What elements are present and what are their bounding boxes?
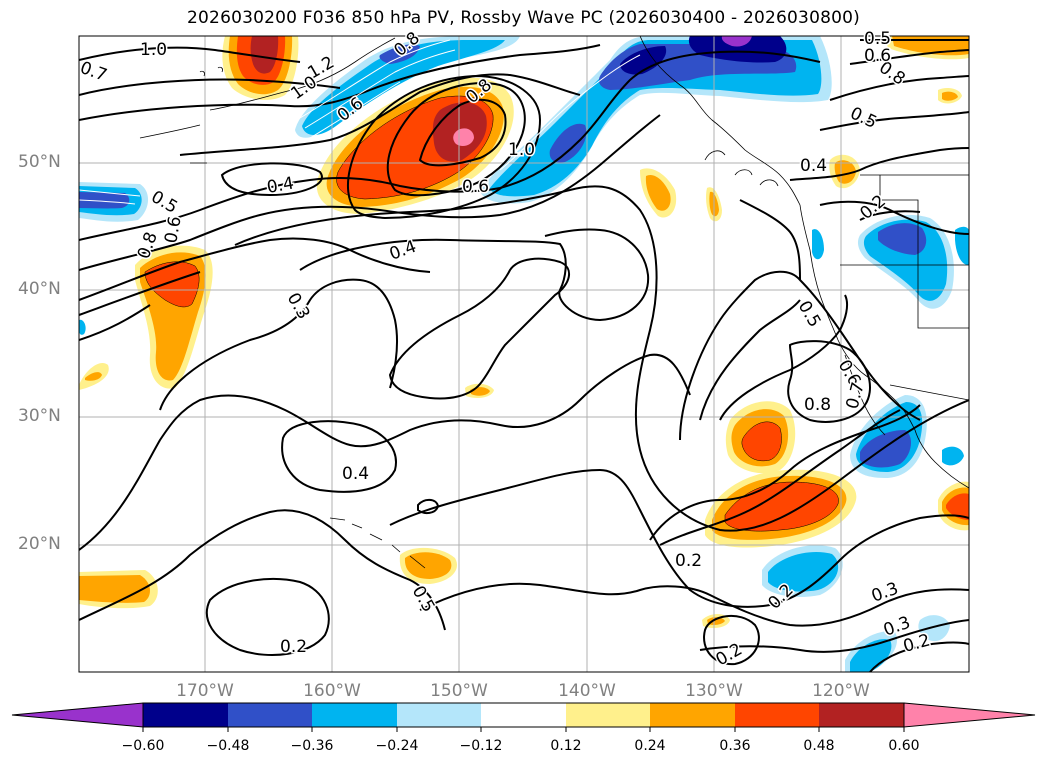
colorbar-seg-1	[143, 703, 228, 727]
colorbar-extend-low	[11, 702, 144, 728]
contour-label: 0.2	[713, 639, 746, 670]
colorbar-seg-7	[650, 703, 735, 727]
contour-label: 0.7	[77, 58, 109, 86]
contour-label: 1.0	[508, 140, 535, 160]
lon-label-160w: 160°W	[303, 681, 361, 701]
colorbar-tick-label: −0.36	[290, 738, 334, 754]
contour-label: 0.3	[869, 579, 901, 607]
colorbar-seg-9	[819, 703, 904, 727]
lat-label-20n: 20°N	[18, 534, 61, 554]
colorbar	[11, 702, 1036, 732]
contour-label: 0.3	[283, 290, 314, 323]
contour-label: 0.5	[847, 103, 880, 133]
colorbar-tick-label: 0.24	[634, 738, 666, 754]
pv-contour-highlights	[79, 39, 641, 205]
colorbar-tick-label: 0.48	[803, 738, 835, 754]
contour-label: 0.4	[800, 156, 827, 176]
colorbar-seg-5	[481, 703, 566, 727]
colorbar-seg-6	[566, 703, 650, 727]
contour-label: 0.4	[342, 464, 369, 484]
lon-label-150w: 150°W	[430, 681, 488, 701]
contour-label: 0.6	[864, 46, 891, 66]
colorbar-tick-label: 0.12	[550, 738, 582, 754]
colorbar-tick-label: −0.48	[206, 738, 250, 754]
colorbar-seg-2	[228, 703, 312, 727]
colorbar-tick-label: −0.12	[459, 738, 503, 754]
lat-label-40n: 40°N	[18, 279, 61, 299]
colorbar-seg-3	[312, 703, 397, 727]
lat-label-50n: 50°N	[18, 152, 61, 172]
colorbar-seg-4	[397, 703, 481, 727]
shading-edges	[144, 95, 839, 532]
map-title: 2026030200 F036 850 hPa PV, Rossby Wave …	[187, 8, 860, 28]
lon-label-170w: 170°W	[176, 681, 234, 701]
pv-contours	[79, 38, 969, 672]
plot-frame	[78, 35, 970, 673]
coastlines	[139, 36, 969, 569]
colorbar-tick-label: −0.24	[375, 738, 419, 754]
gridlines	[79, 36, 969, 672]
colorbar-tick-label: 0.36	[719, 738, 751, 754]
contour-label: 0.2	[675, 551, 702, 571]
lon-label-120w: 120°W	[812, 681, 870, 701]
contour-label: 0.6	[462, 177, 489, 197]
colorbar-tick-label: 0.60	[888, 738, 920, 754]
contour-label: 0.6	[161, 215, 185, 245]
lon-label-140w: 140°W	[558, 681, 616, 701]
lon-label-130w: 130°W	[685, 681, 743, 701]
colorbar-extend-high	[903, 702, 1036, 728]
contour-label: 0.5	[148, 187, 181, 218]
contour-label: 0.8	[804, 395, 831, 415]
lat-label-30n: 30°N	[18, 406, 61, 426]
contour-label: 0.5	[864, 29, 891, 49]
pv-shading	[79, 36, 969, 672]
colorbar-seg-8	[735, 703, 819, 727]
colorbar-tick-label: −0.60	[121, 738, 165, 754]
contour-label: 1.0	[140, 40, 167, 60]
contour-label: 0.2	[280, 637, 307, 657]
contour-label: 0.5	[408, 583, 439, 616]
